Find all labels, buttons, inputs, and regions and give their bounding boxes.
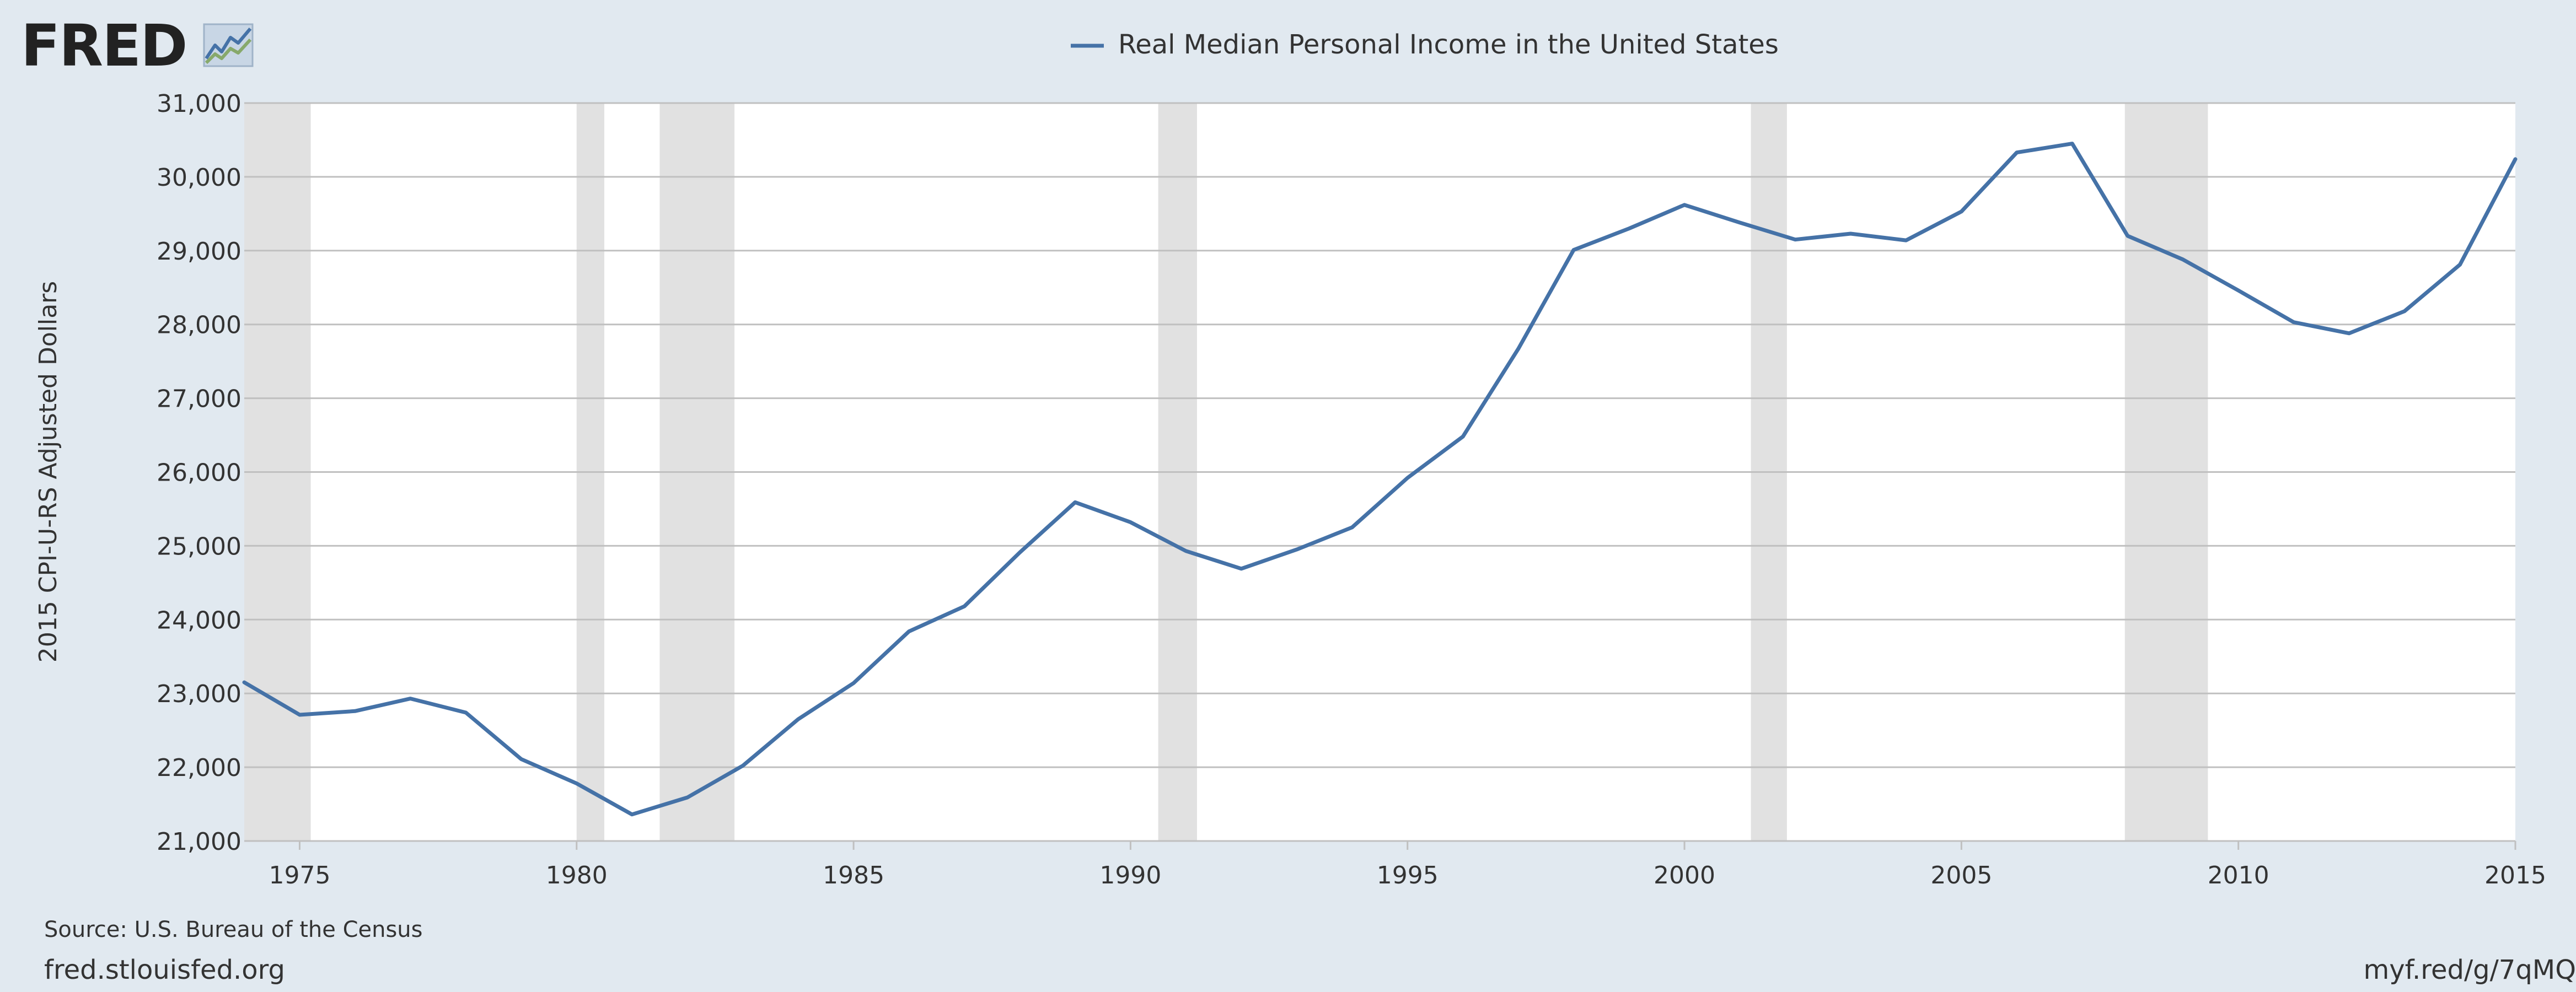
fred-logo-text: FRED [21,12,187,79]
data-point[interactable] [463,709,469,716]
series-group [242,142,2518,817]
series-line[interactable] [242,142,2518,817]
x-tick-label: 2010 [2208,861,2269,889]
data-point[interactable] [1570,246,1577,253]
y-tick-label: 26,000 [157,459,242,487]
data-point[interactable] [2069,141,2075,147]
legend-label: Real Median Personal Income in the Unite… [1118,29,1779,60]
data-point[interactable] [2512,156,2519,163]
data-point[interactable] [1958,208,1965,215]
data-point[interactable] [906,628,913,635]
x-tick-label: 2000 [1654,861,1715,889]
data-point[interactable] [1238,565,1244,572]
data-point[interactable] [1626,225,1633,232]
x-tick-label: 1980 [546,861,608,889]
data-point[interactable] [1016,549,1023,556]
data-point[interactable] [961,603,968,610]
y-tick-label: 30,000 [157,164,242,192]
data-point[interactable] [1459,433,1466,440]
data-point[interactable] [352,708,358,714]
x-tick-label: 2015 [2484,861,2546,889]
fred-chart-line-icon [203,23,254,67]
y-tick-label: 31,000 [157,90,242,118]
y-tick-label: 28,000 [157,311,242,339]
y-axis-label: 2015 CPI-U-RS Adjusted Dollars [34,281,62,662]
data-point[interactable] [2401,308,2408,315]
data-point[interactable] [629,811,635,818]
data-point[interactable] [2014,149,2020,156]
short-url-link[interactable]: myf.red/g/7qMQ [2363,955,2576,985]
data-point[interactable] [2290,319,2297,326]
data-point[interactable] [1903,237,1909,244]
data-point[interactable] [739,762,746,769]
y-tick-label: 21,000 [157,828,242,856]
data-point[interactable] [850,680,857,686]
data-point[interactable] [1127,519,1134,526]
data-point[interactable] [2457,261,2464,268]
y-tick-label: 22,000 [157,754,242,782]
data-point[interactable] [407,696,414,702]
grid-lines [244,102,2515,842]
chart-legend: Real Median Personal Income in the Unite… [1071,29,1779,60]
data-point[interactable] [795,716,802,723]
y-tick-label: 25,000 [157,532,242,560]
data-point[interactable] [1294,546,1300,553]
data-point[interactable] [1183,548,1189,554]
x-tick-label: 1990 [1099,861,1161,889]
fred-logo[interactable]: FRED [21,15,258,76]
data-point[interactable] [2124,233,2131,239]
site-link[interactable]: fred.stlouisfed.org [44,955,286,985]
x-tick-label: 1995 [1377,861,1439,889]
data-point[interactable] [684,794,691,801]
y-axis-ticks: 21,000 22,000 23,000 24,000 25,000 26,000 27,0… [157,90,242,856]
x-tick-label: 1985 [823,861,884,889]
data-point[interactable] [573,780,580,787]
y-tick-label: 27,000 [157,385,242,413]
y-tick-label: 24,000 [157,606,242,634]
data-point[interactable] [241,679,248,686]
data-point[interactable] [1349,524,1355,531]
data-point[interactable] [1072,499,1078,505]
data-point[interactable] [1792,236,1799,243]
data-point[interactable] [1737,219,1743,226]
data-point[interactable] [2346,330,2353,337]
y-tick-label: 23,000 [157,680,242,708]
data-point[interactable] [1404,475,1411,481]
data-point[interactable] [1681,202,1688,208]
y-tick-label: 29,000 [157,238,242,266]
data-point[interactable] [2235,287,2242,294]
data-point[interactable] [296,711,303,718]
data-point[interactable] [1847,230,1854,237]
x-axis-ticks: 1975 1980 1985 1990 1995 2000 2005 2010 2015 [269,841,2546,889]
source-note: Source: U.S. Bureau of the Census [44,917,423,942]
data-point[interactable] [518,756,524,762]
data-point[interactable] [1515,346,1522,352]
data-point[interactable] [2180,256,2186,263]
x-tick-label: 2005 [1930,861,1992,889]
x-tick-label: 1975 [269,861,330,889]
